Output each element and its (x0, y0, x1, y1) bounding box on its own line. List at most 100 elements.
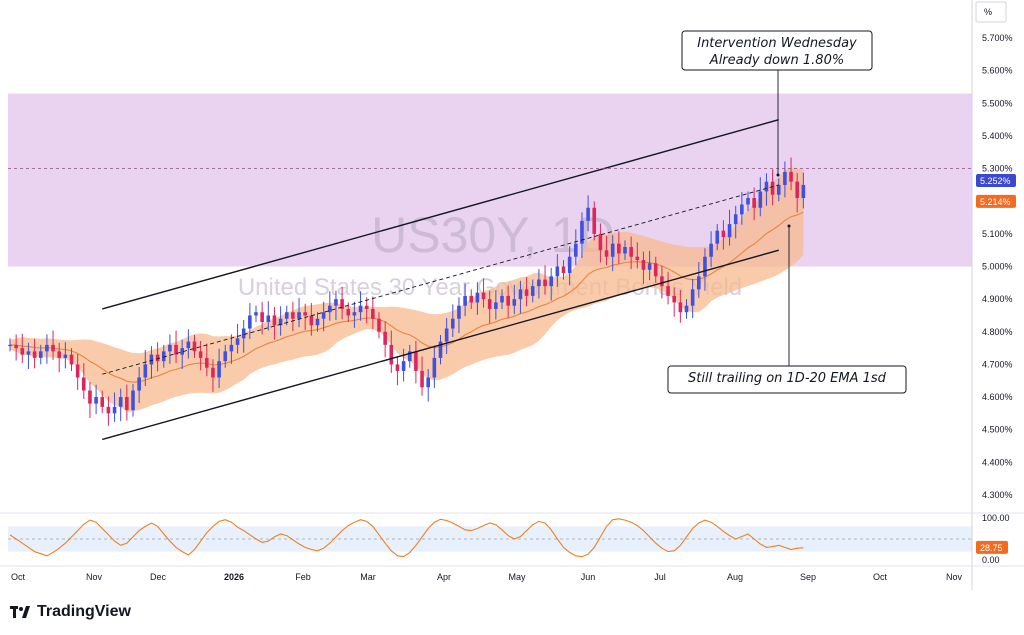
candle-body (69, 354, 74, 365)
candle-body (272, 315, 277, 326)
candle-body (14, 344, 18, 349)
candle-body (334, 299, 338, 306)
candle-body (106, 406, 111, 414)
channel-mid-line (102, 184, 779, 375)
candle-body (647, 263, 652, 270)
last-price-tag: 5.252% (980, 176, 1011, 186)
y-tick-label: 4.800% (982, 327, 1013, 337)
price-chart: US30Y, 1D United States 30 Year Governme… (0, 0, 1024, 590)
candle-body (678, 302, 683, 313)
candle-body (598, 233, 603, 251)
candle-body (57, 351, 61, 358)
candle-body (543, 279, 547, 287)
candle-body (364, 305, 369, 309)
oscillator-line (9, 518, 804, 558)
candle-body (260, 312, 264, 322)
callout-intervention-dot (776, 173, 780, 177)
candle-body (697, 276, 701, 290)
candle-body (278, 318, 283, 326)
candle-body (752, 198, 756, 208)
y-unit-label: % (984, 7, 992, 17)
channel-lower-line (102, 249, 779, 441)
candle-body (180, 348, 184, 355)
y-tick-label: 5.100% (982, 229, 1013, 239)
candle-body (371, 308, 375, 319)
candle-body (770, 181, 775, 195)
y-tick-label: 4.400% (982, 457, 1013, 467)
callout-ema-box (667, 365, 907, 394)
callout-intervention-text: Intervention Wednesday (697, 36, 857, 51)
candle-body (192, 341, 197, 352)
candle-body (524, 289, 529, 296)
candle-body (241, 328, 246, 339)
candle-body (500, 295, 504, 303)
candle-body (155, 354, 160, 362)
candle-body (555, 266, 560, 277)
candle-body (789, 171, 793, 182)
y-tick-label: 4.900% (982, 294, 1013, 304)
ema-sd-band (10, 167, 804, 412)
tradingview-logo-icon (10, 606, 30, 618)
y-tick-label: 4.600% (982, 392, 1013, 402)
x-tick-label: Sep (800, 572, 816, 582)
brand-name: TradingView (37, 603, 131, 620)
candle-body (580, 220, 584, 244)
candle-body (660, 276, 664, 287)
candle-body (604, 250, 609, 257)
candle-body (8, 344, 12, 347)
candle-body (143, 364, 148, 378)
candle-body (703, 256, 707, 277)
candle-body (586, 207, 590, 221)
y-tick-label: 4.500% (982, 425, 1013, 435)
candle-body (537, 279, 541, 287)
x-tick-label: May (508, 572, 526, 582)
candle-body (672, 295, 676, 303)
candle-body (549, 276, 553, 287)
candle-body (346, 308, 351, 316)
candle-body (494, 302, 498, 309)
candle-body (266, 315, 271, 322)
candle-body (284, 312, 289, 319)
candle-body (395, 364, 400, 371)
callout-ema-text: Still trailing on 1D-20 EMA 1sd (688, 371, 887, 386)
callout-ema-dot (787, 224, 791, 228)
candle-body (26, 351, 31, 355)
candle-body (118, 397, 123, 407)
candle-body (235, 338, 240, 345)
candle-body (407, 351, 412, 362)
y-tick-label: 5.600% (982, 66, 1013, 76)
osc-last-tag-bg (976, 540, 1008, 554)
candle-body (352, 312, 357, 316)
candle-body (51, 344, 55, 352)
candle-body (481, 292, 486, 300)
candle-body (297, 312, 301, 319)
osc-tick-label: 100.00 (982, 513, 1010, 523)
candle-body (186, 341, 191, 349)
candle-body (131, 390, 135, 411)
candle-body (801, 184, 806, 198)
candle-body (45, 344, 49, 352)
y-tick-label: 4.700% (982, 359, 1013, 369)
candle-body (100, 397, 105, 407)
tradingview-logo[interactable]: TradingView (10, 600, 131, 624)
candle-body (315, 318, 320, 326)
candle-body (746, 198, 750, 205)
candle-body (567, 256, 572, 274)
candle-body (112, 406, 117, 414)
candle-body (758, 191, 763, 208)
x-tick-label: Nov (946, 572, 963, 582)
candle-body (198, 351, 203, 358)
x-tick-label: Nov (86, 572, 103, 582)
resistance-zone (8, 93, 972, 267)
x-tick-label: Mar (360, 572, 376, 582)
candle-body (205, 357, 209, 368)
candle-body (161, 351, 166, 362)
candle-body (229, 344, 234, 352)
candle-body (82, 377, 86, 391)
candle-body (174, 344, 178, 355)
candle-body (666, 286, 670, 296)
candle-body (795, 181, 799, 198)
candle-body (309, 315, 314, 326)
ema-line (9, 211, 804, 383)
candle-body (475, 292, 480, 303)
